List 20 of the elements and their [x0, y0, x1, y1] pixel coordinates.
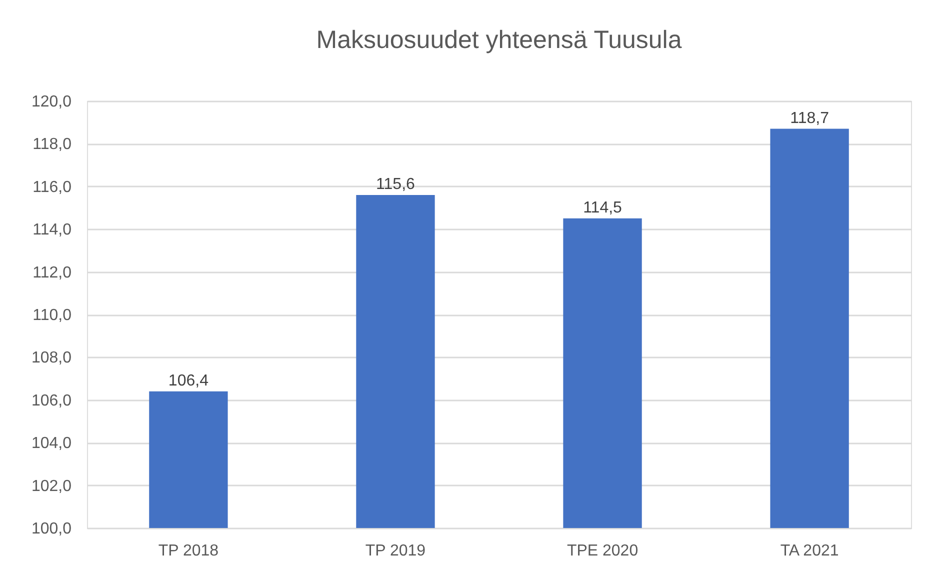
x-tick-label: TP 2019 [365, 542, 426, 560]
chart-title: Maksuosuudet yhteensä Tuusula [316, 26, 682, 54]
y-tick-label: 106,0 [31, 392, 72, 410]
y-tick-label: 118,0 [32, 136, 72, 154]
y-tick-label: 102,0 [31, 478, 72, 495]
y-tick-label: 104,0 [31, 435, 72, 452]
data-label: 106,4 [168, 372, 209, 390]
x-tick-label: TA 2021 [780, 542, 839, 560]
data-label: 118,7 [790, 110, 830, 127]
y-tick-label: 108,0 [31, 350, 72, 367]
y-tick-label: 112,0 [32, 264, 72, 282]
x-tick-label: TP 2018 [158, 542, 219, 560]
data-label: 115,6 [376, 176, 416, 193]
y-tick-label: 100,0 [31, 520, 72, 538]
y-tick-label: 110,0 [32, 307, 72, 324]
x-tick-label: TPE 2020 [566, 542, 638, 560]
y-tick-label: 120,0 [31, 94, 72, 110]
y-tick-label: 116,0 [32, 178, 72, 196]
data-label: 114,5 [583, 199, 622, 216]
y-tick-label: 114,0 [32, 222, 72, 239]
